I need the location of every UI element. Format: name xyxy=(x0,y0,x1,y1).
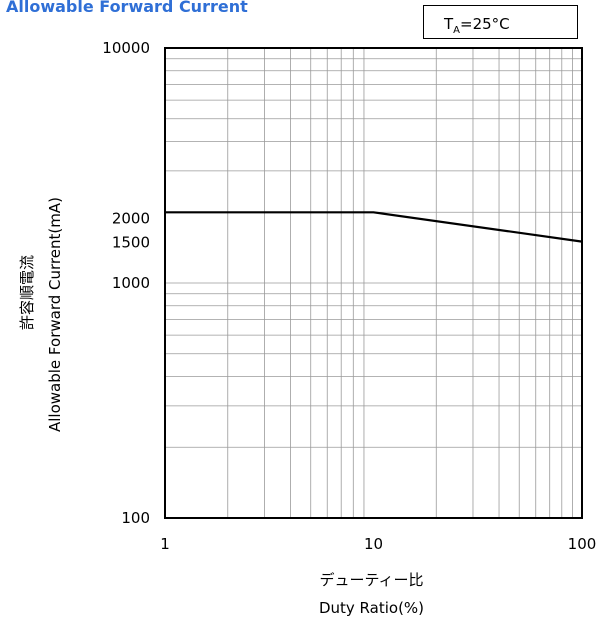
condition-box: TA=25°C xyxy=(423,5,578,39)
condition-label: TA=25°C xyxy=(444,15,510,36)
x-tick-label: 100 xyxy=(568,535,597,553)
x-tick-label: 10 xyxy=(364,535,383,553)
x-axis-label-jp: デューティー比 xyxy=(319,571,424,589)
condition-subscript: A xyxy=(453,25,461,36)
y-tick-label: 2000 xyxy=(112,209,150,227)
y-tick-label: 100 xyxy=(121,509,150,527)
y-tick-label: 10000 xyxy=(102,39,150,57)
y-axis-label-jp: 許容順電流 xyxy=(18,254,36,330)
chart-title: Allowable Forward Current xyxy=(6,0,248,16)
y-axis-label: Allowable Forward Current(mA) xyxy=(46,197,64,432)
x-axis-label: Duty Ratio(%) xyxy=(318,599,425,617)
plot-frame xyxy=(164,47,583,519)
series-line xyxy=(165,211,583,243)
x-tick-label: 1 xyxy=(160,535,170,553)
condition-prefix: T xyxy=(444,15,454,33)
y-tick-label: 1500 xyxy=(112,234,150,252)
y-tick-label: 1000 xyxy=(112,274,150,292)
condition-value: =25°C xyxy=(460,15,510,33)
